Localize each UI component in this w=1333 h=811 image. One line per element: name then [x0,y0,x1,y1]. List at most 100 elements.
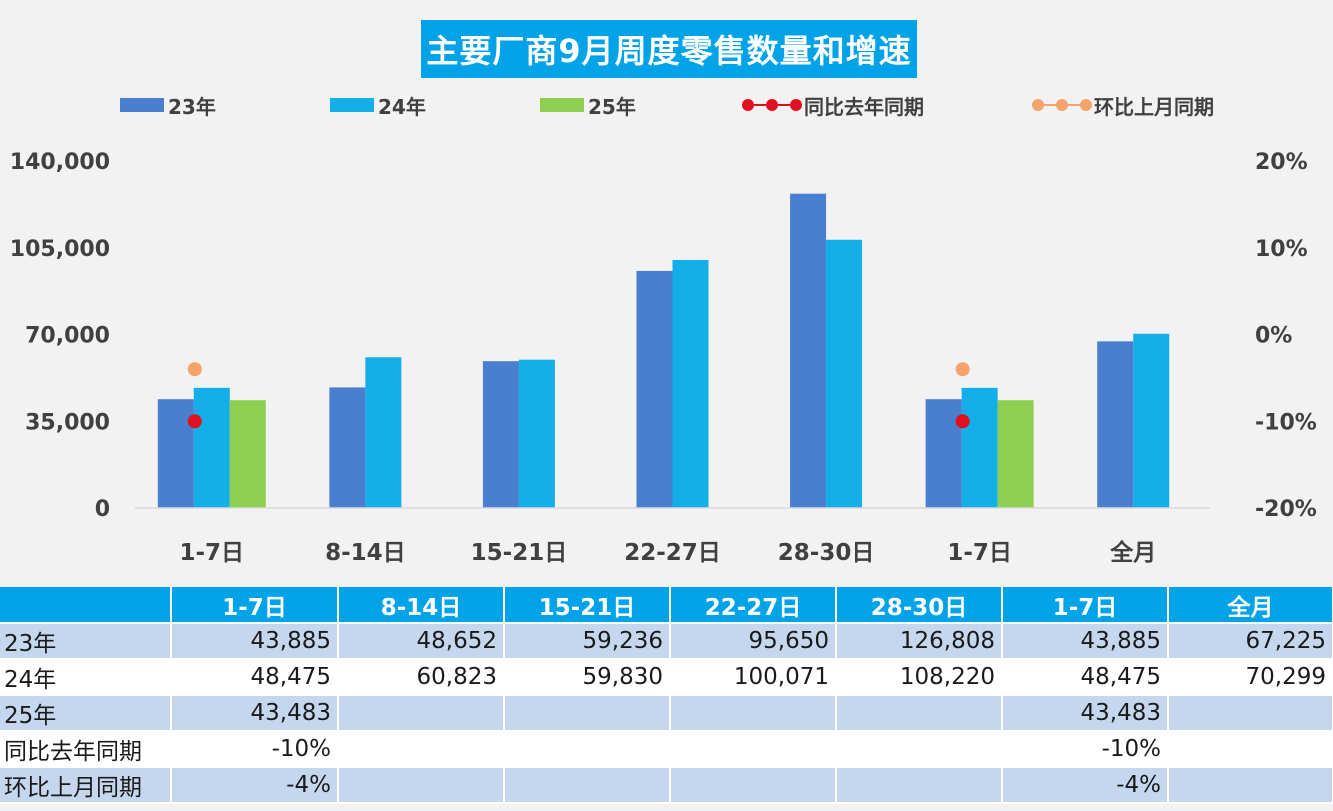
legend-label-yoy: 同比去年同期 [804,94,924,119]
y-right-tick-label: 10% [1255,237,1308,262]
bar-23年-6 [1097,341,1134,508]
point-环比上月同期-5 [955,362,970,377]
chart-area: 0 35,000 70,000 105,000 140,000 -20% -10% 0% 10… [9,20,1317,566]
table-cell [1168,695,1333,732]
bar-23年-3 [636,270,673,508]
table-cell: 70,299 [1168,659,1333,696]
y-left-tick-label: 105,000 [10,237,110,262]
x-tick-label: 1-7日 [180,540,245,566]
table-header-cell: 22-27日 [670,587,837,624]
y-right-tick-label: -20% [1255,497,1317,522]
x-tick-label: 28-30日 [778,540,875,566]
table-cell: 59,830 [504,659,671,696]
legend-label-mom: 环比上月同期 [1094,94,1214,119]
table-cell [338,695,505,732]
bar-24年-5 [961,387,998,508]
table-cell: -10% [171,731,339,768]
bar-25年-0 [229,400,266,508]
bar-24年-2 [518,359,555,508]
table-cell: 59,236 [504,623,671,660]
table-cell: 60,823 [338,659,505,696]
point-同比去年同期-5 [955,414,970,429]
y-right-tick-label: 20% [1255,150,1308,175]
chart-svg: 0 35,000 70,000 105,000 140,000 -20% -10% 0% 10… [10,150,1317,566]
table-cell [338,767,505,804]
bars-group [157,193,1170,509]
table-cell: 48,652 [338,623,505,660]
bar-23年-0 [157,399,194,508]
x-tick-label: 22-27日 [624,540,721,566]
row-label: 24年 [0,659,172,696]
table-header-cell: 28-30日 [836,587,1003,624]
point-同比去年同期-0 [187,414,202,429]
table-cell [504,695,671,732]
row-label: 环比上月同期 [0,767,172,804]
bar-24年-0 [193,387,230,508]
table-row: 同比去年同期 -10% -10% [0,731,1333,768]
table-cell [670,695,837,732]
x-tick-label: 1-7日 [947,540,1012,566]
legend-label-24: 24年 [378,94,426,119]
table-cell: 43,483 [1002,695,1169,732]
table-cell [670,767,837,804]
table-cell [836,731,1003,768]
table-header-cell: 15-21日 [504,587,671,624]
right-axis: -20% -10% 0% 10% 20% [1255,150,1317,522]
bar-24年-1 [365,357,402,508]
point-环比上月同期-0 [187,362,202,377]
table-header-row: 1-7日 8-14日 15-21日 22-27日 28-30日 1-7日 全月 [0,587,1333,624]
table-cell [504,767,671,804]
table-cell [670,731,837,768]
left-axis: 0 35,000 70,000 105,000 140,000 [10,150,110,522]
x-tick-label: 15-21日 [471,540,568,566]
table-header-cell: 1-7日 [1002,587,1169,624]
table-row: 环比上月同期 -4% -4% [0,767,1333,804]
table-cell: 100,071 [670,659,837,696]
y-right-tick-label: 0% [1255,324,1292,349]
bar-24年-4 [826,239,863,509]
table-cell: 67,225 [1168,623,1333,660]
legend-24: 24年 [330,92,426,119]
legend-swatch-25 [540,98,584,112]
legend-swatch-24 [330,98,374,112]
bar-25年-5 [997,400,1034,508]
row-label: 同比去年同期 [0,731,172,768]
chart-title: 主要厂商9月周度零售数量和增速 [421,20,917,78]
table-cell: -4% [1002,767,1169,804]
y-left-tick-label: 0 [95,497,110,522]
legend-label-25: 25年 [588,94,636,119]
bar-23年-2 [482,361,519,508]
y-left-tick-label: 70,000 [25,324,110,349]
table-cell: 43,885 [1002,623,1169,660]
legend-swatch-23 [120,98,164,112]
table-cell: 126,808 [836,623,1003,660]
bar-23年-5 [925,399,962,508]
table-cell: 108,220 [836,659,1003,696]
table-cell: -10% [1002,731,1169,768]
table-cell [504,731,671,768]
table-cell: 43,483 [171,695,339,732]
table-cell [836,695,1003,732]
legend-23: 23年 [120,92,216,119]
table-row: 23年 43,885 48,652 59,236 95,650 126,808 … [0,623,1333,660]
table-cell: 48,475 [171,659,339,696]
table-cell [836,767,1003,804]
table-cell [338,731,505,768]
table-header-cell [0,587,172,624]
table-cell: 43,885 [171,623,339,660]
legend-yoy: 同比去年同期 [742,92,924,119]
table-header-cell: 8-14日 [338,587,505,624]
x-tick-label: 8-14日 [325,540,406,566]
row-label: 23年 [0,623,172,660]
y-left-tick-label: 140,000 [10,150,110,175]
table-cell: 48,475 [1002,659,1169,696]
table-header-cell: 全月 [1168,587,1333,624]
bar-24年-6 [1133,333,1170,508]
bar-24年-3 [672,259,709,508]
table-cell: 95,650 [670,623,837,660]
table-cell: -4% [171,767,339,804]
legend-marker-mom [1032,97,1092,113]
legend-label-23: 23年 [168,94,216,119]
table-cell [1168,731,1333,768]
table-row: 25年 43,483 43,483 [0,695,1333,732]
